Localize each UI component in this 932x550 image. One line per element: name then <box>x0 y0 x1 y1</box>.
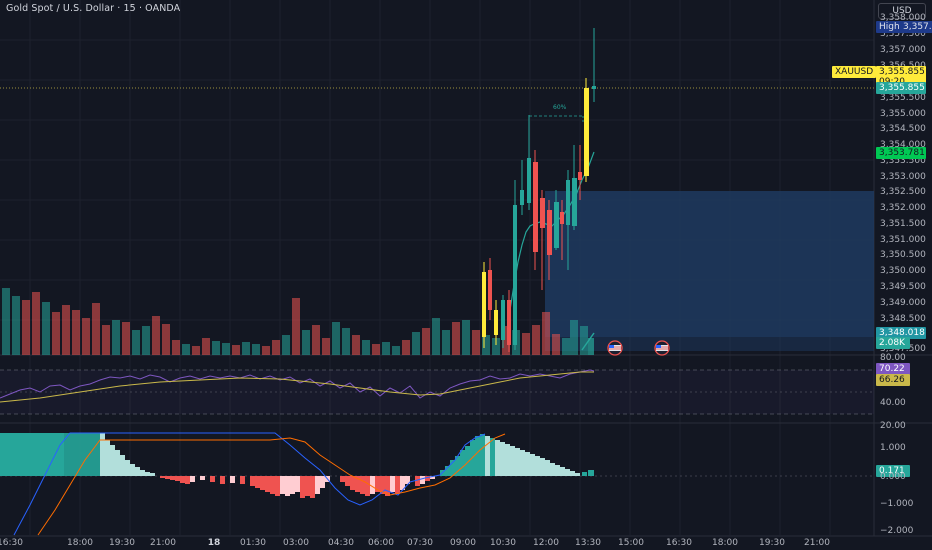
time-tick: 09:00 <box>450 538 476 548</box>
last-price-tag-2: 3,355.855 <box>876 82 926 94</box>
rsi-ma-line <box>0 371 594 403</box>
price-tick: 3,353.000 <box>880 172 926 182</box>
time-tick: 16:30 <box>0 538 23 548</box>
rsi-tick: 80.00 <box>880 353 906 363</box>
time-tick: 18 <box>207 538 221 548</box>
box-value-tag: 3,348.018 <box>876 327 926 339</box>
price-tick: 3,354.500 <box>880 124 926 134</box>
measure-percent-label: 60% <box>553 104 567 111</box>
symbol-label: XAUUSD <box>832 66 877 78</box>
rsi-value-tag: 70.22 <box>876 363 910 375</box>
rsi-tick: 40.00 <box>880 398 906 408</box>
price-tick: 3,357.000 <box>880 45 926 55</box>
price-tick: 3,357.500 <box>880 29 926 39</box>
time-tick: 04:30 <box>328 538 354 548</box>
macd-tick: 0.000 <box>880 472 906 482</box>
macd-tick: −2.000 <box>880 526 914 536</box>
time-tick: 01:30 <box>240 538 266 548</box>
time-tick: 03:00 <box>283 538 309 548</box>
price-tick: 3,351.500 <box>880 219 926 229</box>
signal-line <box>37 433 506 536</box>
rsi-line <box>0 369 595 399</box>
time-tick: 10:30 <box>490 538 516 548</box>
time-tick: 21:00 <box>150 538 176 548</box>
time-tick: 07:30 <box>407 538 433 548</box>
time-tick: 19:30 <box>759 538 785 548</box>
price-tick: 3,347.500 <box>880 344 926 354</box>
time-tick: 06:00 <box>368 538 394 548</box>
macd-tick: −1.000 <box>880 499 914 509</box>
price-tick: 3,358.000 <box>880 13 926 23</box>
macd-tick: 1.000 <box>880 443 906 453</box>
time-tick: 18:00 <box>712 538 738 548</box>
price-tick: 3,350.500 <box>880 250 926 260</box>
time-tick: 12:00 <box>533 538 559 548</box>
macd-histogram <box>0 433 594 498</box>
macd-value-tag: 0.171 <box>876 465 910 477</box>
price-tick: 3,350.000 <box>880 266 926 276</box>
high-label: High <box>876 21 903 33</box>
position-box[interactable] <box>545 191 874 337</box>
rsi-ma-value-tag: 66.26 <box>876 374 910 386</box>
time-tick: 15:00 <box>618 538 644 548</box>
price-tick: 3,352.000 <box>880 203 926 213</box>
us-flag-icon[interactable] <box>654 340 670 356</box>
ma-value-tag: 3,353.781 <box>876 147 926 159</box>
us-flag-icon[interactable] <box>607 340 623 356</box>
price-tick: 3,349.000 <box>880 298 926 308</box>
price-tick: 3,352.500 <box>880 187 926 197</box>
price-tick: 3,355.000 <box>880 109 926 119</box>
time-tick: 19:30 <box>109 538 135 548</box>
moving-average-line <box>509 151 595 311</box>
macd-tick: 20.00 <box>880 421 906 431</box>
time-tick: 16:30 <box>666 538 692 548</box>
price-tick: 3,353.500 <box>880 156 926 166</box>
chart-title: Gold Spot / U.S. Dollar · 15 · OANDA <box>6 3 181 14</box>
candlesticks <box>482 28 596 352</box>
time-tick: 13:30 <box>575 538 601 548</box>
currency-button[interactable]: USD <box>878 3 926 19</box>
volume-value-tag: 2.08K <box>876 337 910 349</box>
price-tick: 3,354.000 <box>880 140 926 150</box>
last-price-tag: 3,355.855 <box>876 66 926 78</box>
price-tick: 3,351.000 <box>880 235 926 245</box>
price-tick: 3,355.500 <box>880 93 926 103</box>
price-tick: 3,349.500 <box>880 282 926 292</box>
price-tick: 3,348.500 <box>880 314 926 324</box>
macd-line <box>13 432 486 536</box>
time-tick: 21:00 <box>804 538 830 548</box>
time-tick: 18:00 <box>67 538 93 548</box>
high-value: 3,357.765 <box>902 21 932 33</box>
volume-bars <box>2 288 594 355</box>
